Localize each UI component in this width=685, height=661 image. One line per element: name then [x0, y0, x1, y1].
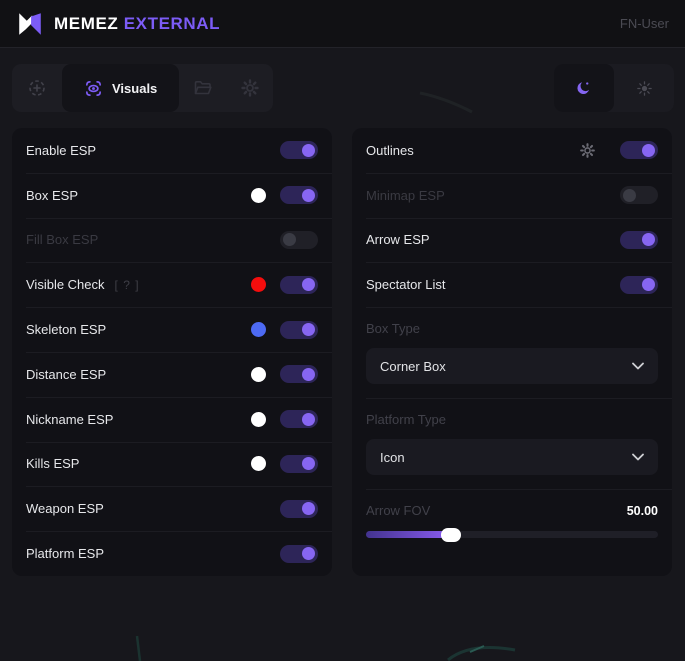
arrow-fov-section: Arrow FOV 50.00 [352, 503, 672, 542]
platform-type-section: Platform Type Icon [352, 412, 672, 489]
box-esp-color-swatch[interactable] [251, 187, 266, 203]
theme-dark-button[interactable] [554, 64, 614, 112]
tab-aimbot[interactable] [12, 64, 62, 112]
divider [366, 398, 672, 400]
arrow-fov-slider[interactable] [366, 527, 658, 542]
platform-esp-toggle[interactable] [280, 544, 318, 563]
visible-check-toggle[interactable] [280, 275, 318, 294]
fill-box-esp-toggle[interactable] [280, 230, 318, 249]
outlines-toggle[interactable] [620, 141, 658, 160]
row-arrow-esp: Arrow ESP [352, 217, 672, 263]
outlines-settings-button[interactable] [579, 142, 596, 159]
username-label: FN-User [619, 16, 669, 31]
row-weapon-esp: Weapon ESP [12, 486, 332, 531]
skeleton-esp-color-swatch[interactable] [251, 322, 266, 338]
platform-type-select[interactable]: Icon [366, 439, 658, 476]
setting-label: Arrow ESP [366, 232, 430, 248]
setting-label: Minimap ESP [366, 187, 445, 203]
distance-esp-toggle[interactable] [280, 365, 318, 384]
arrow-fov-value: 50.00 [626, 503, 658, 518]
setting-label: Enable ESP [26, 142, 97, 158]
setting-label: Box ESP [26, 187, 79, 203]
box-esp-toggle[interactable] [280, 186, 318, 205]
brand-accent: EXTERNAL [123, 13, 221, 33]
row-platform-esp: Platform ESP [12, 531, 332, 576]
kills-esp-color-swatch[interactable] [251, 456, 266, 472]
row-nickname-esp: Nickname ESP [12, 396, 332, 442]
setting-label: Nickname ESP [26, 411, 114, 427]
row-kills-esp: Kills ESP [12, 441, 332, 487]
enable-esp-toggle[interactable] [280, 141, 318, 160]
crosshair-icon [29, 80, 45, 96]
nickname-esp-color-swatch[interactable] [251, 411, 266, 427]
chevron-down-icon [632, 362, 644, 370]
setting-label: Platform ESP [26, 546, 105, 562]
row-spectator-list: Spectator List [352, 262, 672, 307]
setting-label: Distance ESP [26, 366, 107, 382]
setting-label: Kills ESP [26, 456, 80, 472]
divider [366, 307, 672, 309]
tab-visuals[interactable]: Visuals [62, 64, 180, 112]
minimap-esp-toggle[interactable] [620, 186, 658, 205]
spectator-list-toggle[interactable] [620, 275, 658, 294]
row-minimap-esp: Minimap ESP [352, 172, 672, 218]
eye-scan-icon [85, 80, 102, 96]
weapon-esp-toggle[interactable] [280, 499, 318, 518]
arrow-esp-toggle[interactable] [620, 230, 658, 249]
arrow-fov-label: Arrow FOV [366, 503, 431, 519]
gear-icon [241, 79, 259, 97]
distance-esp-color-swatch[interactable] [251, 366, 266, 382]
setting-label: Fill Box ESP [26, 232, 99, 248]
theme-switch [554, 64, 674, 112]
box-type-select[interactable]: Corner Box [366, 348, 658, 385]
row-outlines: Outlines [352, 128, 672, 173]
visible-check-color-swatch[interactable] [251, 277, 266, 293]
row-distance-esp: Distance ESP [12, 351, 332, 397]
box-type-section: Box Type Corner Box [352, 321, 672, 398]
tab-settings[interactable] [226, 64, 273, 112]
row-fill-box-esp: Fill Box ESP [12, 217, 332, 263]
brand-primary: MEMEZ [54, 13, 119, 33]
moon-icon [577, 82, 590, 95]
setting-label: Weapon ESP [26, 501, 104, 517]
toolbar-row: Visuals [0, 48, 685, 112]
gear-icon [580, 142, 595, 158]
divider [366, 489, 672, 491]
row-visible-check: Visible Check [ ? ] [12, 262, 332, 307]
tab-loot[interactable] [179, 64, 226, 112]
nickname-esp-toggle[interactable] [280, 410, 318, 429]
help-hint: [ ? ] [114, 277, 140, 292]
box-type-label: Box Type [366, 321, 420, 337]
skeleton-esp-toggle[interactable] [280, 320, 318, 339]
folder-icon [194, 81, 212, 95]
row-skeleton-esp: Skeleton ESP [12, 307, 332, 352]
box-type-value: Corner Box [380, 358, 446, 374]
setting-label: Spectator List [366, 277, 446, 293]
sun-icon [636, 80, 652, 96]
platform-type-label: Platform Type [366, 412, 446, 428]
nav-toolbar: Visuals [12, 64, 274, 112]
setting-label: Skeleton ESP [26, 322, 107, 338]
theme-light-button[interactable] [614, 64, 674, 112]
platform-type-value: Icon [380, 449, 405, 465]
right-panel: Outlines Minimap ESP [352, 128, 672, 576]
brand-title: MEMEZ EXTERNAL [54, 14, 220, 34]
kills-esp-toggle[interactable] [280, 454, 318, 473]
tab-visuals-label: Visuals [112, 80, 158, 96]
slider-fill [366, 531, 451, 539]
content: Enable ESP Box ESP Fill Box ESP Visible … [0, 112, 685, 576]
setting-label: Visible Check [26, 277, 105, 293]
left-panel: Enable ESP Box ESP Fill Box ESP Visible … [12, 128, 332, 576]
slider-knob[interactable] [440, 527, 461, 542]
row-enable-esp: Enable ESP [12, 128, 332, 173]
chevron-down-icon [632, 453, 644, 461]
setting-label: Outlines [366, 142, 414, 158]
brand-logo-icon [19, 12, 41, 35]
row-box-esp: Box ESP [12, 172, 332, 218]
header: MEMEZ EXTERNAL FN-User [0, 0, 685, 48]
